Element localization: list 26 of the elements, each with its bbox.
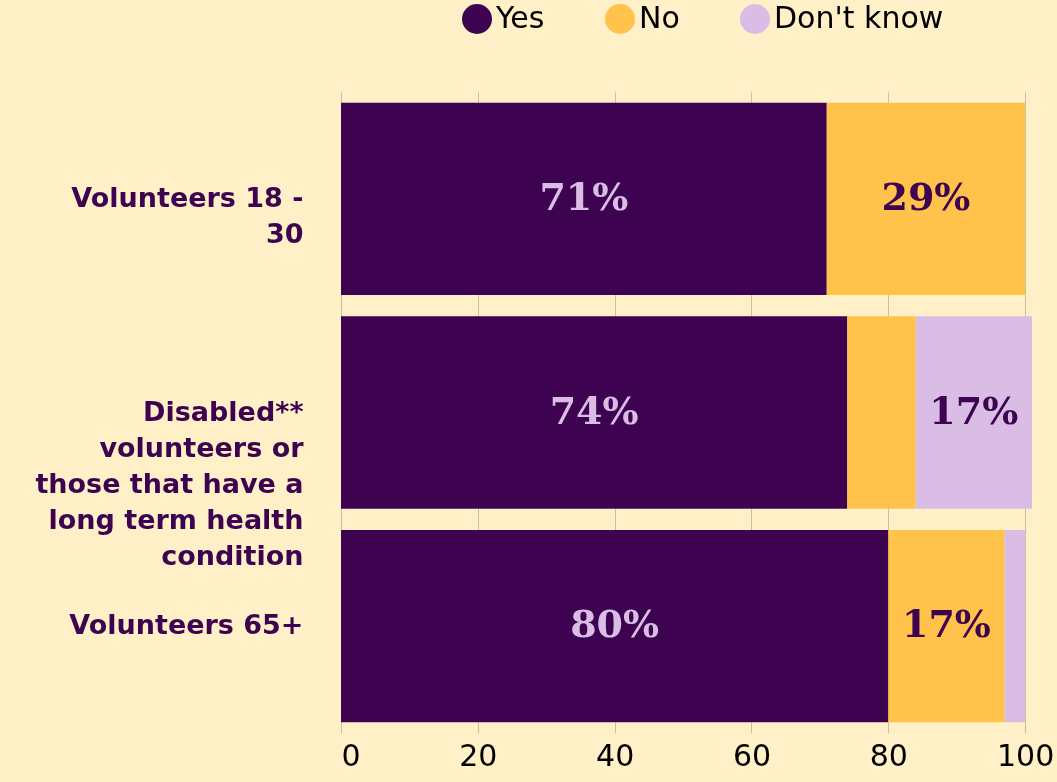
x-tick-label: 20 [459, 737, 498, 773]
x-tick-label: 100 [997, 737, 1055, 773]
bar [915, 316, 1032, 509]
x-tick-label: 80 [869, 737, 908, 773]
data-label: 17% [929, 387, 1019, 433]
bar [847, 316, 916, 509]
bar [888, 530, 1005, 723]
data-label: 74% [549, 387, 639, 433]
y-tick-label: Volunteers 65+ [69, 609, 304, 641]
data-label: 29% [881, 173, 971, 219]
x-tick-label: 60 [732, 737, 772, 773]
legend-label: No [639, 0, 680, 35]
x-tick-label: 40 [596, 737, 635, 773]
bar [341, 102, 827, 295]
bar [1004, 530, 1026, 723]
y-tick-label: Disabled** volunteers or those that have a long term health condition [35, 395, 305, 571]
bar [341, 316, 848, 509]
x-tick-label: 0 [341, 737, 361, 773]
data-label: 71% [539, 173, 629, 219]
data-label: 17% [901, 601, 991, 647]
y-tick-label: Volunteers 18 - 30 [71, 181, 304, 249]
legend-label: Yes [495, 0, 545, 35]
legend-label: Don't know [774, 0, 944, 35]
bar [341, 530, 889, 723]
bar [826, 102, 1026, 295]
data-label: 80% [570, 601, 660, 647]
